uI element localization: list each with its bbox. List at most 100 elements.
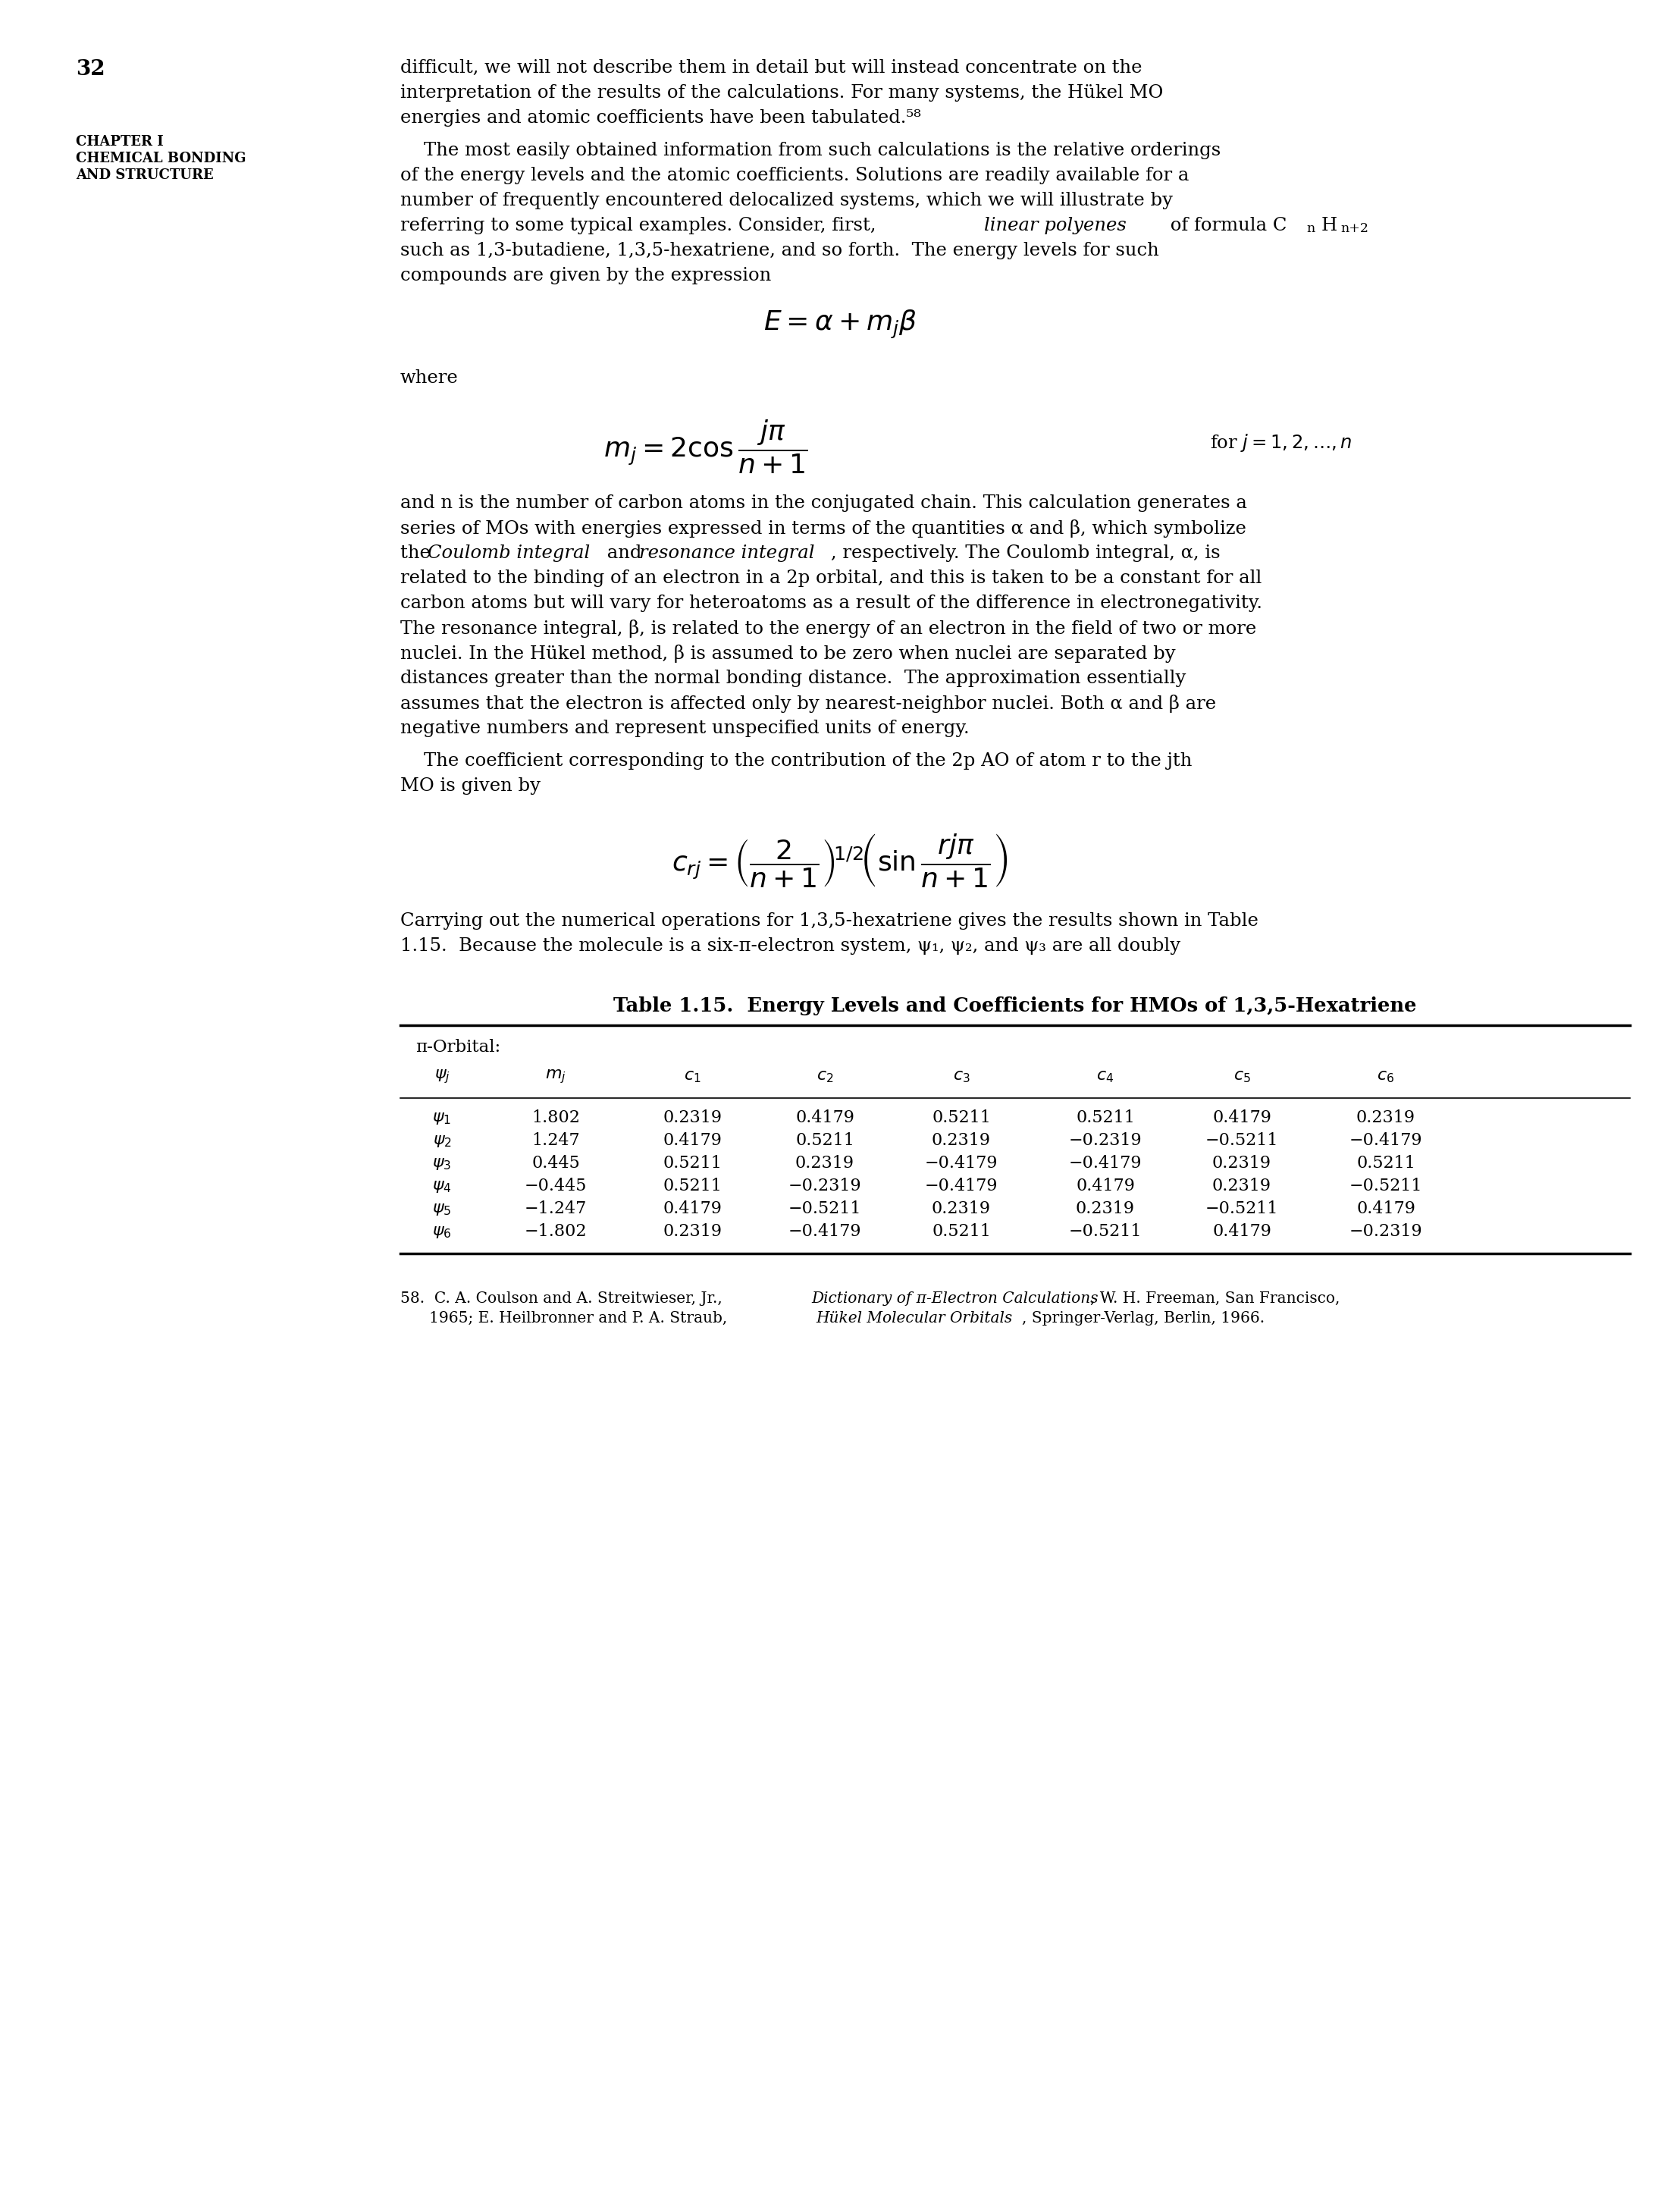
Text: 0.5211: 0.5211	[1356, 1155, 1415, 1172]
Text: −0.4179: −0.4179	[924, 1155, 998, 1172]
Text: assumes that the electron is affected only by nearest-neighbor nuclei. Both α an: assumes that the electron is affected on…	[400, 695, 1216, 713]
Text: energies and atomic coefficients have been tabulated.⁵⁸: energies and atomic coefficients have be…	[400, 109, 921, 127]
Text: $c_{rj} = \left(\dfrac{2}{n+1}\right)^{\!1/2}\!\left(\sin\dfrac{rj\pi}{n+1}\righ: $c_{rj} = \left(\dfrac{2}{n+1}\right)^{\…	[672, 833, 1008, 890]
Text: referring to some typical examples. Consider, first,: referring to some typical examples. Cons…	[400, 217, 882, 234]
Text: 0.4179: 0.4179	[1213, 1109, 1272, 1126]
Text: related to the binding of an electron in a 2p orbital, and this is taken to be a: related to the binding of an electron in…	[400, 569, 1262, 586]
Text: 0.2319: 0.2319	[932, 1201, 991, 1218]
Text: 0.2319: 0.2319	[1213, 1155, 1272, 1172]
Text: resonance integral: resonance integral	[638, 545, 815, 562]
Text: 0.2319: 0.2319	[1075, 1201, 1136, 1218]
Text: $\psi_4$: $\psi_4$	[432, 1177, 452, 1194]
Text: n: n	[1307, 223, 1315, 234]
Text: $\psi_3$: $\psi_3$	[432, 1155, 452, 1172]
Text: , respectively. The Coulomb integral, α, is: , respectively. The Coulomb integral, α,…	[832, 545, 1220, 562]
Text: $c_6$: $c_6$	[1378, 1067, 1394, 1085]
Text: carbon atoms but will vary for heteroatoms as a result of the difference in elec: carbon atoms but will vary for heteroato…	[400, 595, 1262, 612]
Text: $\psi_6$: $\psi_6$	[432, 1223, 452, 1240]
Text: −0.2319: −0.2319	[788, 1177, 862, 1194]
Text: −1.802: −1.802	[524, 1223, 586, 1240]
Text: number of frequently encountered delocalized systems, which we will illustrate b: number of frequently encountered delocal…	[400, 192, 1173, 210]
Text: distances greater than the normal bonding distance.  The approximation essential: distances greater than the normal bondin…	[400, 669, 1186, 687]
Text: 0.5211: 0.5211	[1075, 1109, 1136, 1126]
Text: 1.15.  Because the molecule is a six-π-electron system, ψ₁, ψ₂, and ψ₃ are all d: 1.15. Because the molecule is a six-π-el…	[400, 938, 1181, 956]
Text: −0.4179: −0.4179	[1349, 1133, 1423, 1148]
Text: 0.4179: 0.4179	[662, 1201, 722, 1218]
Text: −0.4179: −0.4179	[788, 1223, 862, 1240]
Text: series of MOs with energies expressed in terms of the quantities α and β, which : series of MOs with energies expressed in…	[400, 521, 1247, 538]
Text: −0.5211: −0.5211	[1349, 1177, 1423, 1194]
Text: $\psi_5$: $\psi_5$	[432, 1201, 452, 1218]
Text: the: the	[400, 545, 437, 562]
Text: π-Orbital:: π-Orbital:	[415, 1039, 501, 1056]
Text: 0.2319: 0.2319	[662, 1109, 722, 1126]
Text: AND STRUCTURE: AND STRUCTURE	[76, 168, 213, 182]
Text: The coefficient corresponding to the contribution of the 2p AO of atom r to the : The coefficient corresponding to the con…	[400, 752, 1193, 770]
Text: 0.2319: 0.2319	[932, 1133, 991, 1148]
Text: Hükel Molecular Orbitals: Hükel Molecular Orbitals	[816, 1312, 1013, 1325]
Text: −0.445: −0.445	[524, 1177, 586, 1194]
Text: interpretation of the results of the calculations. For many systems, the Hükel M: interpretation of the results of the cal…	[400, 83, 1163, 101]
Text: −0.5211: −0.5211	[788, 1201, 862, 1218]
Text: , W. H. Freeman, San Francisco,: , W. H. Freeman, San Francisco,	[1090, 1290, 1341, 1306]
Text: −1.247: −1.247	[524, 1201, 586, 1218]
Text: 0.2319: 0.2319	[1356, 1109, 1416, 1126]
Text: 0.5211: 0.5211	[932, 1109, 991, 1126]
Text: 0.2319: 0.2319	[795, 1155, 855, 1172]
Text: 0.2319: 0.2319	[1213, 1177, 1272, 1194]
Text: 0.4179: 0.4179	[795, 1109, 855, 1126]
Text: 0.4179: 0.4179	[1075, 1177, 1136, 1194]
Text: 0.5211: 0.5211	[932, 1223, 991, 1240]
Text: of formula C: of formula C	[1164, 217, 1287, 234]
Text: difficult, we will not describe them in detail but will instead concentrate on t: difficult, we will not describe them in …	[400, 59, 1142, 77]
Text: 0.5211: 0.5211	[662, 1155, 722, 1172]
Text: 1.802: 1.802	[531, 1109, 580, 1126]
Text: The resonance integral, β, is related to the energy of an electron in the field : The resonance integral, β, is related to…	[400, 619, 1257, 639]
Text: −0.4179: −0.4179	[1068, 1155, 1142, 1172]
Text: $c_1$: $c_1$	[684, 1067, 701, 1085]
Text: MO is given by: MO is given by	[400, 776, 541, 794]
Text: −0.2319: −0.2319	[1068, 1133, 1142, 1148]
Text: Coulomb integral: Coulomb integral	[428, 545, 590, 562]
Text: 32: 32	[76, 59, 106, 79]
Text: negative numbers and represent unspecified units of energy.: negative numbers and represent unspecifi…	[400, 720, 969, 737]
Text: −0.5211: −0.5211	[1205, 1133, 1278, 1148]
Text: −0.5211: −0.5211	[1205, 1201, 1278, 1218]
Text: $E = \alpha + m_j\beta$: $E = \alpha + m_j\beta$	[763, 308, 917, 341]
Text: where: where	[400, 370, 459, 387]
Text: 0.4179: 0.4179	[1213, 1223, 1272, 1240]
Text: $c_2$: $c_2$	[816, 1067, 833, 1085]
Text: Dictionary of π-Electron Calculations: Dictionary of π-Electron Calculations	[811, 1290, 1099, 1306]
Text: for $j = 1, 2, \ldots, n$: for $j = 1, 2, \ldots, n$	[1210, 433, 1352, 453]
Text: 0.2319: 0.2319	[662, 1223, 722, 1240]
Text: 0.5211: 0.5211	[795, 1133, 855, 1148]
Text: n+2: n+2	[1341, 223, 1369, 234]
Text: $c_4$: $c_4$	[1097, 1067, 1114, 1085]
Text: $\psi_j$: $\psi_j$	[433, 1067, 450, 1085]
Text: −0.5211: −0.5211	[1068, 1223, 1142, 1240]
Text: , Springer-Verlag, Berlin, 1966.: , Springer-Verlag, Berlin, 1966.	[1021, 1312, 1265, 1325]
Text: The most easily obtained information from such calculations is the relative orde: The most easily obtained information fro…	[400, 142, 1221, 160]
Text: nuclei. In the Hükel method, β is assumed to be zero when nuclei are separated b: nuclei. In the Hükel method, β is assume…	[400, 645, 1176, 663]
Text: 0.445: 0.445	[531, 1155, 580, 1172]
Text: H: H	[1322, 217, 1337, 234]
Text: 0.4179: 0.4179	[662, 1133, 722, 1148]
Text: 1965; E. Heilbronner and P. A. Straub,: 1965; E. Heilbronner and P. A. Straub,	[428, 1312, 732, 1325]
Text: Table 1.15.  Energy Levels and Coefficients for HMOs of 1,3,5-Hexatriene: Table 1.15. Energy Levels and Coefficien…	[613, 997, 1416, 1015]
Text: 0.5211: 0.5211	[662, 1177, 722, 1194]
Text: $\psi_1$: $\psi_1$	[432, 1109, 452, 1126]
Text: 0.4179: 0.4179	[1356, 1201, 1415, 1218]
Text: CHAPTER I: CHAPTER I	[76, 136, 163, 149]
Text: −0.4179: −0.4179	[924, 1177, 998, 1194]
Text: 58.  C. A. Coulson and A. Streitwieser, Jr.,: 58. C. A. Coulson and A. Streitwieser, J…	[400, 1290, 727, 1306]
Text: $m_j = 2\cos\dfrac{j\pi}{n+1}$: $m_j = 2\cos\dfrac{j\pi}{n+1}$	[603, 418, 808, 477]
Text: −0.2319: −0.2319	[1349, 1223, 1423, 1240]
Text: and n is the number of carbon atoms in the conjugated chain. This calculation ge: and n is the number of carbon atoms in t…	[400, 494, 1247, 512]
Text: CHEMICAL BONDING: CHEMICAL BONDING	[76, 151, 245, 166]
Text: compounds are given by the expression: compounds are given by the expression	[400, 267, 771, 284]
Text: of the energy levels and the atomic coefficients. Solutions are readily availabl: of the energy levels and the atomic coef…	[400, 166, 1189, 184]
Text: $m_j$: $m_j$	[544, 1067, 566, 1085]
Text: such as 1,3-butadiene, 1,3,5-hexatriene, and so forth.  The energy levels for su: such as 1,3-butadiene, 1,3,5-hexatriene,…	[400, 243, 1159, 260]
Text: linear polyenes: linear polyenes	[984, 217, 1127, 234]
Text: Carrying out the numerical operations for 1,3,5-hexatriene gives the results sho: Carrying out the numerical operations fo…	[400, 912, 1258, 929]
